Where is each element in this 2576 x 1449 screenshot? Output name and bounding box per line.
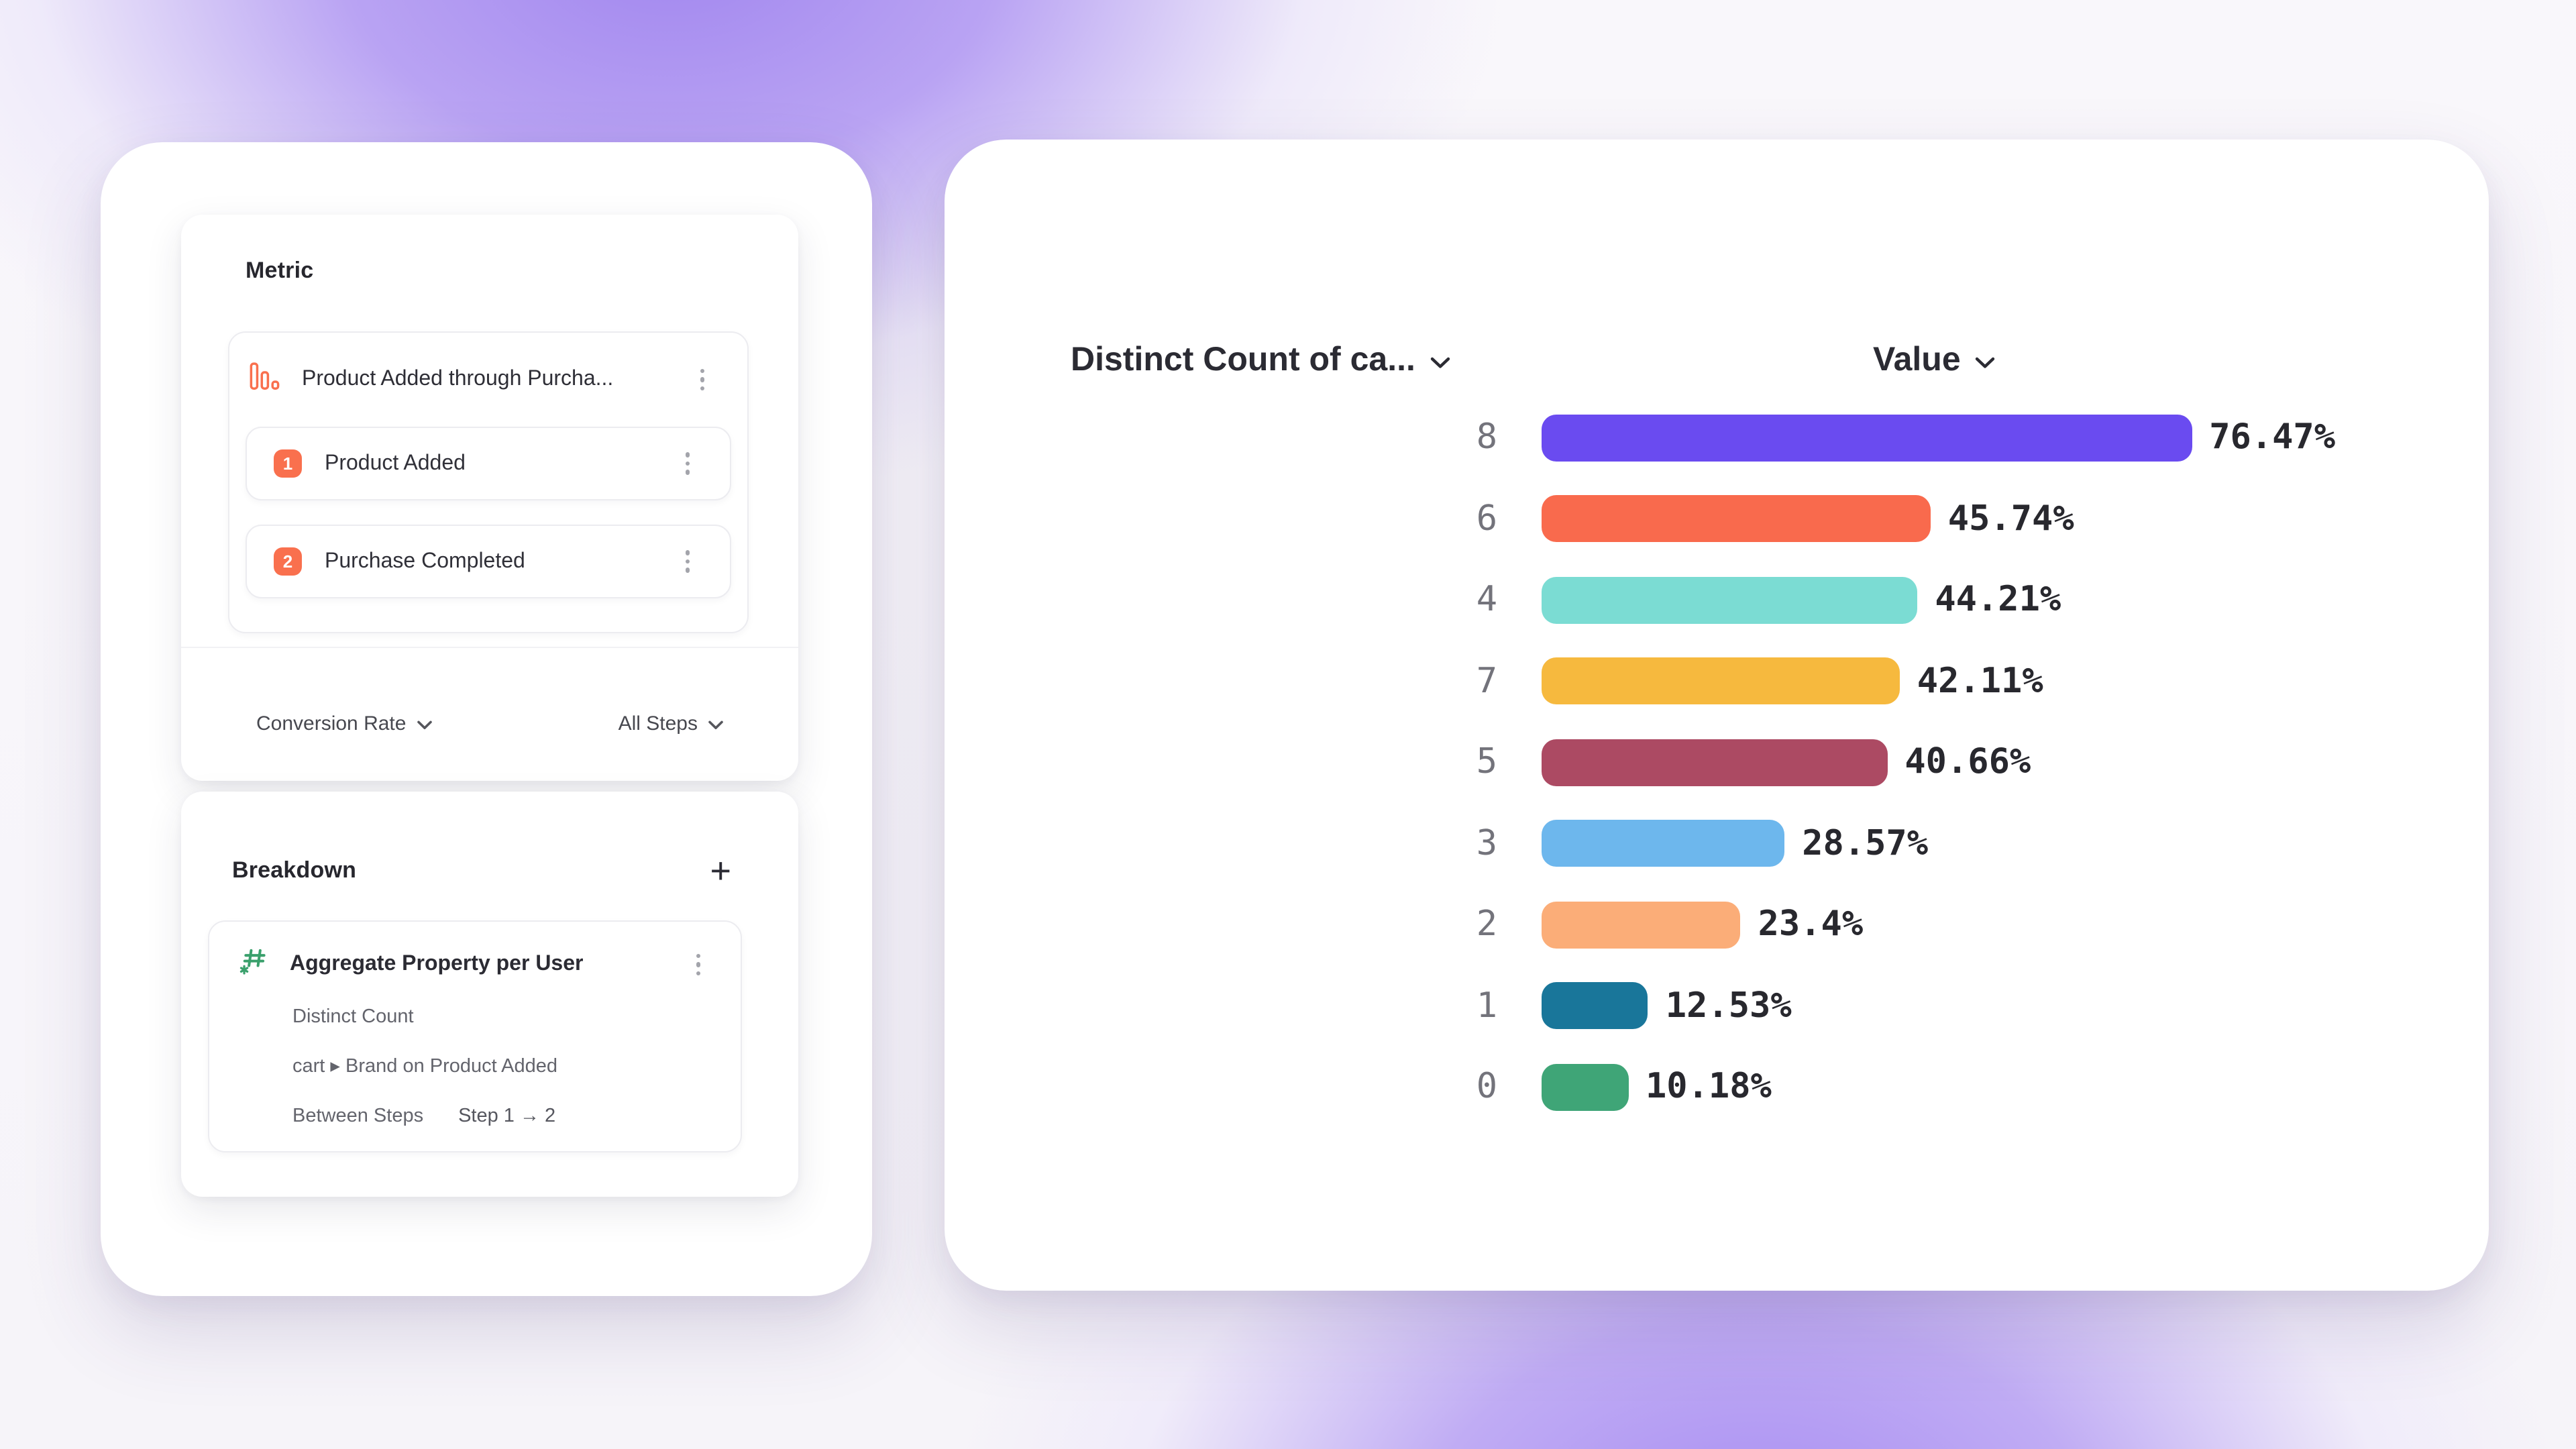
value-label: 40.66%	[1904, 742, 2031, 783]
kebab-menu-icon[interactable]	[693, 949, 703, 981]
all-steps-dropdown[interactable]: All Steps	[619, 712, 723, 735]
value-label: 10.18%	[1646, 1067, 1772, 1108]
breakdown-aggregation-row: Distinct Count	[209, 991, 741, 1041]
chevron-down-icon	[417, 720, 432, 729]
chart-row: 8 76.47%	[945, 397, 2489, 478]
chart-row: 3 28.57%	[945, 803, 2489, 884]
conversion-rate-dropdown[interactable]: Conversion Rate	[256, 712, 432, 735]
kebab-menu-icon[interactable]	[682, 545, 692, 578]
category-label: 5	[1476, 742, 1497, 783]
value-label: 12.53%	[1665, 985, 1792, 1026]
category-column-dropdown[interactable]: Distinct Count of ca...	[1071, 341, 1450, 380]
value-label: 44.21%	[1935, 580, 2061, 621]
funnel-metric-label: Product Added through Purcha...	[302, 368, 614, 390]
category-label: 8	[1476, 417, 1497, 458]
value-column-dropdown[interactable]: Value	[1873, 341, 1996, 380]
aggregate-property-icon	[239, 946, 270, 983]
step-number-badge: 2	[274, 547, 302, 576]
funnel-step-1[interactable]: 1 Product Added	[246, 427, 731, 500]
category-label: 3	[1476, 823, 1497, 864]
chart-row: 0 10.18%	[945, 1046, 2489, 1128]
chart-row: 4 44.21%	[945, 559, 2489, 641]
chart-row: 2 23.4%	[945, 884, 2489, 965]
breakdown-item-header: Aggregate Property per User	[209, 938, 741, 991]
funnel-metric-row[interactable]: Product Added through Purcha...	[229, 333, 747, 427]
breakdown-header: Breakdown +	[232, 848, 731, 894]
chart-row: 5 40.66%	[945, 722, 2489, 803]
value-column-label: Value	[1873, 341, 1961, 378]
value-bar[interactable]	[1542, 820, 1785, 867]
breakdown-panel: Breakdown +	[181, 792, 798, 1197]
breakdown-between-steps-row: Between Steps Step 1 → 2	[209, 1091, 741, 1140]
value-bar[interactable]	[1542, 414, 2192, 462]
chevron-down-icon	[1976, 357, 1995, 368]
step-label: Purchase Completed	[325, 549, 525, 572]
metric-footer-divider	[181, 647, 798, 648]
category-label: 7	[1476, 661, 1497, 702]
chart-card: Distinct Count of ca... Value 8 76.47% 6 45…	[945, 140, 2489, 1291]
kebab-menu-icon[interactable]	[682, 447, 692, 480]
value-bar[interactable]	[1542, 576, 1918, 624]
breakdown-item-title: Aggregate Property per User	[290, 953, 584, 975]
value-bar[interactable]	[1542, 982, 1648, 1030]
value-bar[interactable]	[1542, 1063, 1628, 1111]
chart-rows: 8 76.47% 6 45.74% 4 44.21% 7 42.11% 5 40.66% 3 28.5…	[945, 397, 2489, 1128]
category-label: 2	[1476, 904, 1497, 945]
value-label: 23.4%	[1758, 904, 1864, 945]
value-bar[interactable]	[1542, 657, 1900, 705]
category-column-label: Distinct Count of ca...	[1071, 341, 1415, 378]
conversion-rate-label: Conversion Rate	[256, 712, 407, 735]
chart-row: 7 42.11%	[945, 641, 2489, 722]
chevron-down-icon	[708, 720, 723, 729]
property-label: cart ▸ Brand on Product Added	[292, 1055, 558, 1077]
metric-panel: Metric Product Added through Purcha... 1	[181, 215, 798, 781]
chart-row: 1 12.53%	[945, 965, 2489, 1046]
chart-column-headers: Distinct Count of ca... Value	[945, 341, 2489, 381]
breakdown-item-card[interactable]: Aggregate Property per User Distinct Cou…	[208, 920, 742, 1152]
step-number-badge: 1	[274, 449, 302, 478]
between-steps-value: Step 1 → 2	[458, 1105, 556, 1126]
between-steps-label: Between Steps	[292, 1105, 424, 1126]
step-label: Product Added	[325, 451, 466, 474]
funnel-event-group: Product Added through Purcha... 1 Produc…	[228, 331, 749, 633]
value-label: 42.11%	[1917, 661, 2043, 702]
chart-row: 6 45.74%	[945, 478, 2489, 559]
value-label: 28.57%	[1802, 823, 1929, 864]
value-bar[interactable]	[1542, 901, 1741, 949]
aggregation-label: Distinct Count	[292, 1006, 414, 1027]
value-label: 45.74%	[1947, 498, 2074, 539]
breakdown-property-row: cart ▸ Brand on Product Added	[209, 1041, 741, 1091]
query-builder-card: Metric Product Added through Purcha... 1	[101, 142, 872, 1296]
value-bar[interactable]	[1542, 495, 1931, 543]
metric-panel-title: Metric	[246, 258, 314, 283]
category-label: 0	[1476, 1067, 1497, 1108]
chevron-down-icon	[1430, 357, 1450, 368]
value-label: 76.47%	[2209, 417, 2336, 458]
funnel-chart-icon	[250, 362, 280, 397]
category-label: 1	[1476, 985, 1497, 1026]
all-steps-label: All Steps	[618, 712, 698, 735]
category-label: 6	[1476, 498, 1497, 539]
metric-footer: Conversion Rate All Steps	[256, 700, 723, 746]
category-label: 4	[1476, 580, 1497, 621]
add-breakdown-icon[interactable]: +	[710, 851, 731, 891]
kebab-menu-icon[interactable]	[697, 364, 707, 396]
funnel-step-2[interactable]: 2 Purchase Completed	[246, 525, 731, 598]
value-bar[interactable]	[1542, 739, 1888, 786]
breakdown-panel-title: Breakdown	[232, 857, 357, 883]
